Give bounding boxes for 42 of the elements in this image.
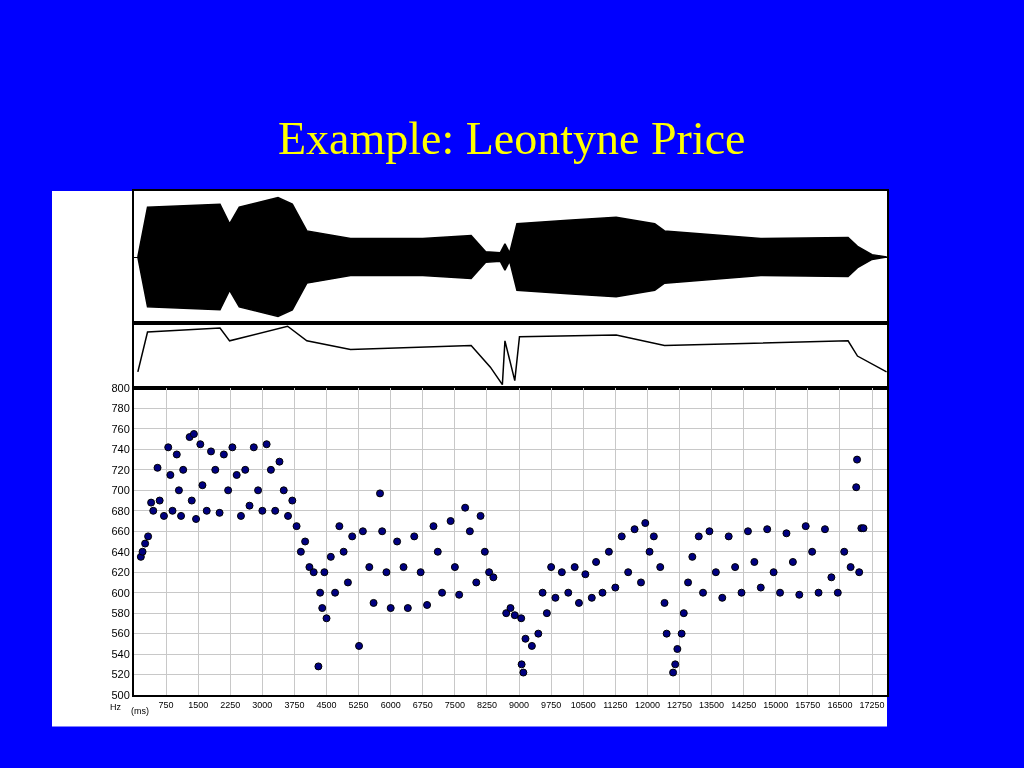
y-tick-label: 520: [111, 668, 130, 681]
x-tick-label: 14250: [731, 699, 757, 710]
y-tick-label: 500: [111, 688, 130, 701]
x-tick-label: 11250: [603, 699, 628, 710]
y-tick-label: 720: [111, 463, 130, 476]
x-tick-label: 13500: [699, 699, 725, 710]
x-tick-label: 3750: [284, 699, 305, 710]
chart-title: Example: Leontyne Price: [278, 113, 746, 164]
x-tick-label: 8250: [476, 699, 497, 710]
y-tick-label: 560: [111, 627, 130, 640]
x-tick-label: 4500: [316, 699, 337, 710]
y-tick-label: 580: [111, 607, 130, 620]
x-tick-label: 2250: [220, 699, 241, 710]
x-tick-label: 750: [158, 699, 174, 710]
y-tick-label: 660: [111, 525, 130, 538]
y-tick-label: 600: [111, 586, 130, 599]
x-tick-label: 12000: [634, 699, 660, 710]
y-tick-label: 740: [111, 443, 130, 456]
x-tick-label: 15000: [763, 699, 789, 710]
x-tick-label: 15750: [795, 699, 821, 710]
x-tick-label: 17250: [859, 699, 885, 710]
y-tick-label: 680: [111, 504, 130, 517]
x-tick-label: 12750: [666, 699, 693, 710]
x-tick-label: 9000: [509, 699, 530, 710]
x-tick-label: 16500: [827, 699, 853, 710]
x-tick-label: 6750: [412, 699, 433, 710]
x-axis-title: (ms): [131, 706, 149, 716]
y-tick-label: 800: [111, 381, 130, 394]
y-axis-title: Hz: [110, 702, 122, 712]
x-tick-label: 5250: [348, 699, 369, 710]
x-tick-label: 3000: [252, 699, 273, 710]
x-tick-label: 9750: [541, 699, 562, 710]
x-tick-label: 1500: [188, 699, 209, 710]
x-tick-label: 7500: [444, 699, 465, 710]
y-tick-label: 640: [111, 545, 130, 558]
y-tick-label: 540: [111, 647, 130, 660]
y-tick-label: 760: [111, 422, 130, 435]
y-tick-label: 620: [111, 566, 130, 579]
x-tick-label: 10500: [570, 699, 596, 710]
y-tick-label: 700: [111, 484, 130, 497]
x-tick-label: 6000: [380, 699, 401, 710]
y-tick-label: 780: [111, 402, 130, 415]
